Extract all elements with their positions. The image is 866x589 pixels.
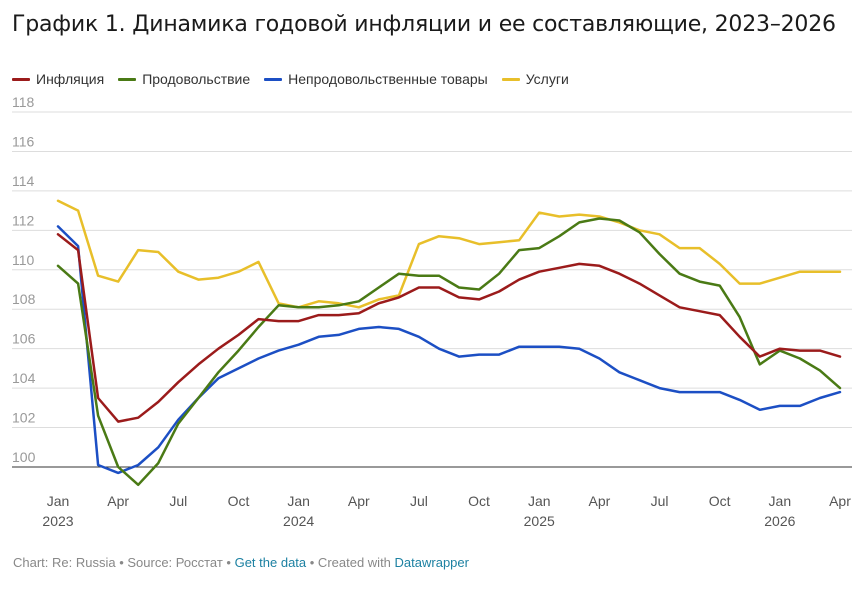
y-tick-label: 104 bbox=[12, 370, 36, 386]
x-tick-year-label: 2023 bbox=[42, 513, 73, 529]
legend-item: Непродовольственные товары bbox=[264, 71, 488, 87]
y-tick-label: 116 bbox=[12, 133, 35, 149]
x-tick-label: Apr bbox=[588, 493, 610, 509]
series-line-inflation bbox=[56, 233, 842, 423]
legend-label: Услуги bbox=[525, 71, 569, 87]
x-tick-label: Apr bbox=[829, 493, 851, 509]
legend-swatch bbox=[264, 77, 283, 81]
chart-title: График 1. Динамика годовой инфляции и ее… bbox=[12, 12, 836, 37]
y-tick-label: 118 bbox=[12, 94, 35, 110]
x-tick-label: Jan bbox=[769, 493, 792, 509]
legend-swatch bbox=[12, 77, 30, 81]
legend-swatch bbox=[118, 77, 137, 81]
y-tick-label: 102 bbox=[12, 410, 36, 426]
legend-item: Услуги bbox=[501, 71, 569, 87]
legend-label: Инфляция bbox=[36, 71, 105, 87]
x-tick-year-label: 2025 bbox=[524, 513, 555, 529]
line-chart: 100 102 104 106 108 110 112 114 116 118 Jan 2023 Apr… bbox=[12, 94, 852, 529]
legend-label: Продовольствие bbox=[142, 71, 251, 87]
get-data-link[interactable]: Get the data bbox=[234, 555, 307, 570]
y-tick-label: 114 bbox=[12, 173, 35, 189]
x-tick-label: Jan bbox=[47, 493, 70, 509]
footer-created-with: • Created with bbox=[306, 555, 395, 570]
y-tick-label: 112 bbox=[12, 212, 35, 228]
series-line-nonfood bbox=[56, 225, 842, 475]
y-tick-label: 106 bbox=[12, 331, 36, 347]
legend-item: Инфляция bbox=[12, 71, 104, 87]
x-tick-year-label: 2026 bbox=[764, 513, 795, 529]
x-tick-label: Jul bbox=[169, 493, 187, 509]
x-tick-label: Jul bbox=[651, 493, 669, 509]
x-tick-label: Jul bbox=[410, 493, 428, 509]
x-tick-year-label: 2024 bbox=[283, 513, 314, 529]
footer-source: Chart: Re: Russia • Source: Росстат • bbox=[13, 555, 235, 570]
legend: Инфляция Продовольствие Непродовольственны… bbox=[12, 71, 583, 87]
x-tick-label: Jan bbox=[287, 493, 310, 509]
y-tick-label: 100 bbox=[12, 449, 36, 465]
series-line-services bbox=[56, 199, 842, 309]
legend-swatch bbox=[501, 77, 520, 81]
x-tick-label: Oct bbox=[228, 493, 250, 509]
series-line-food bbox=[56, 217, 842, 487]
x-tick-label: Oct bbox=[468, 493, 490, 509]
x-tick-label: Apr bbox=[107, 493, 129, 509]
x-tick-label: Apr bbox=[348, 493, 370, 509]
x-tick-label: Oct bbox=[709, 493, 731, 509]
chart-footer: Chart: Re: Russia • Source: Росстат • Ge… bbox=[13, 555, 469, 570]
datawrapper-link[interactable]: Datawrapper bbox=[394, 555, 469, 570]
y-tick-label: 108 bbox=[12, 291, 36, 307]
legend-label: Непродовольственные товары bbox=[288, 71, 488, 87]
x-tick-label: Jan bbox=[528, 493, 551, 509]
legend-item: Продовольствие bbox=[118, 71, 250, 87]
y-tick-label: 110 bbox=[12, 252, 35, 268]
